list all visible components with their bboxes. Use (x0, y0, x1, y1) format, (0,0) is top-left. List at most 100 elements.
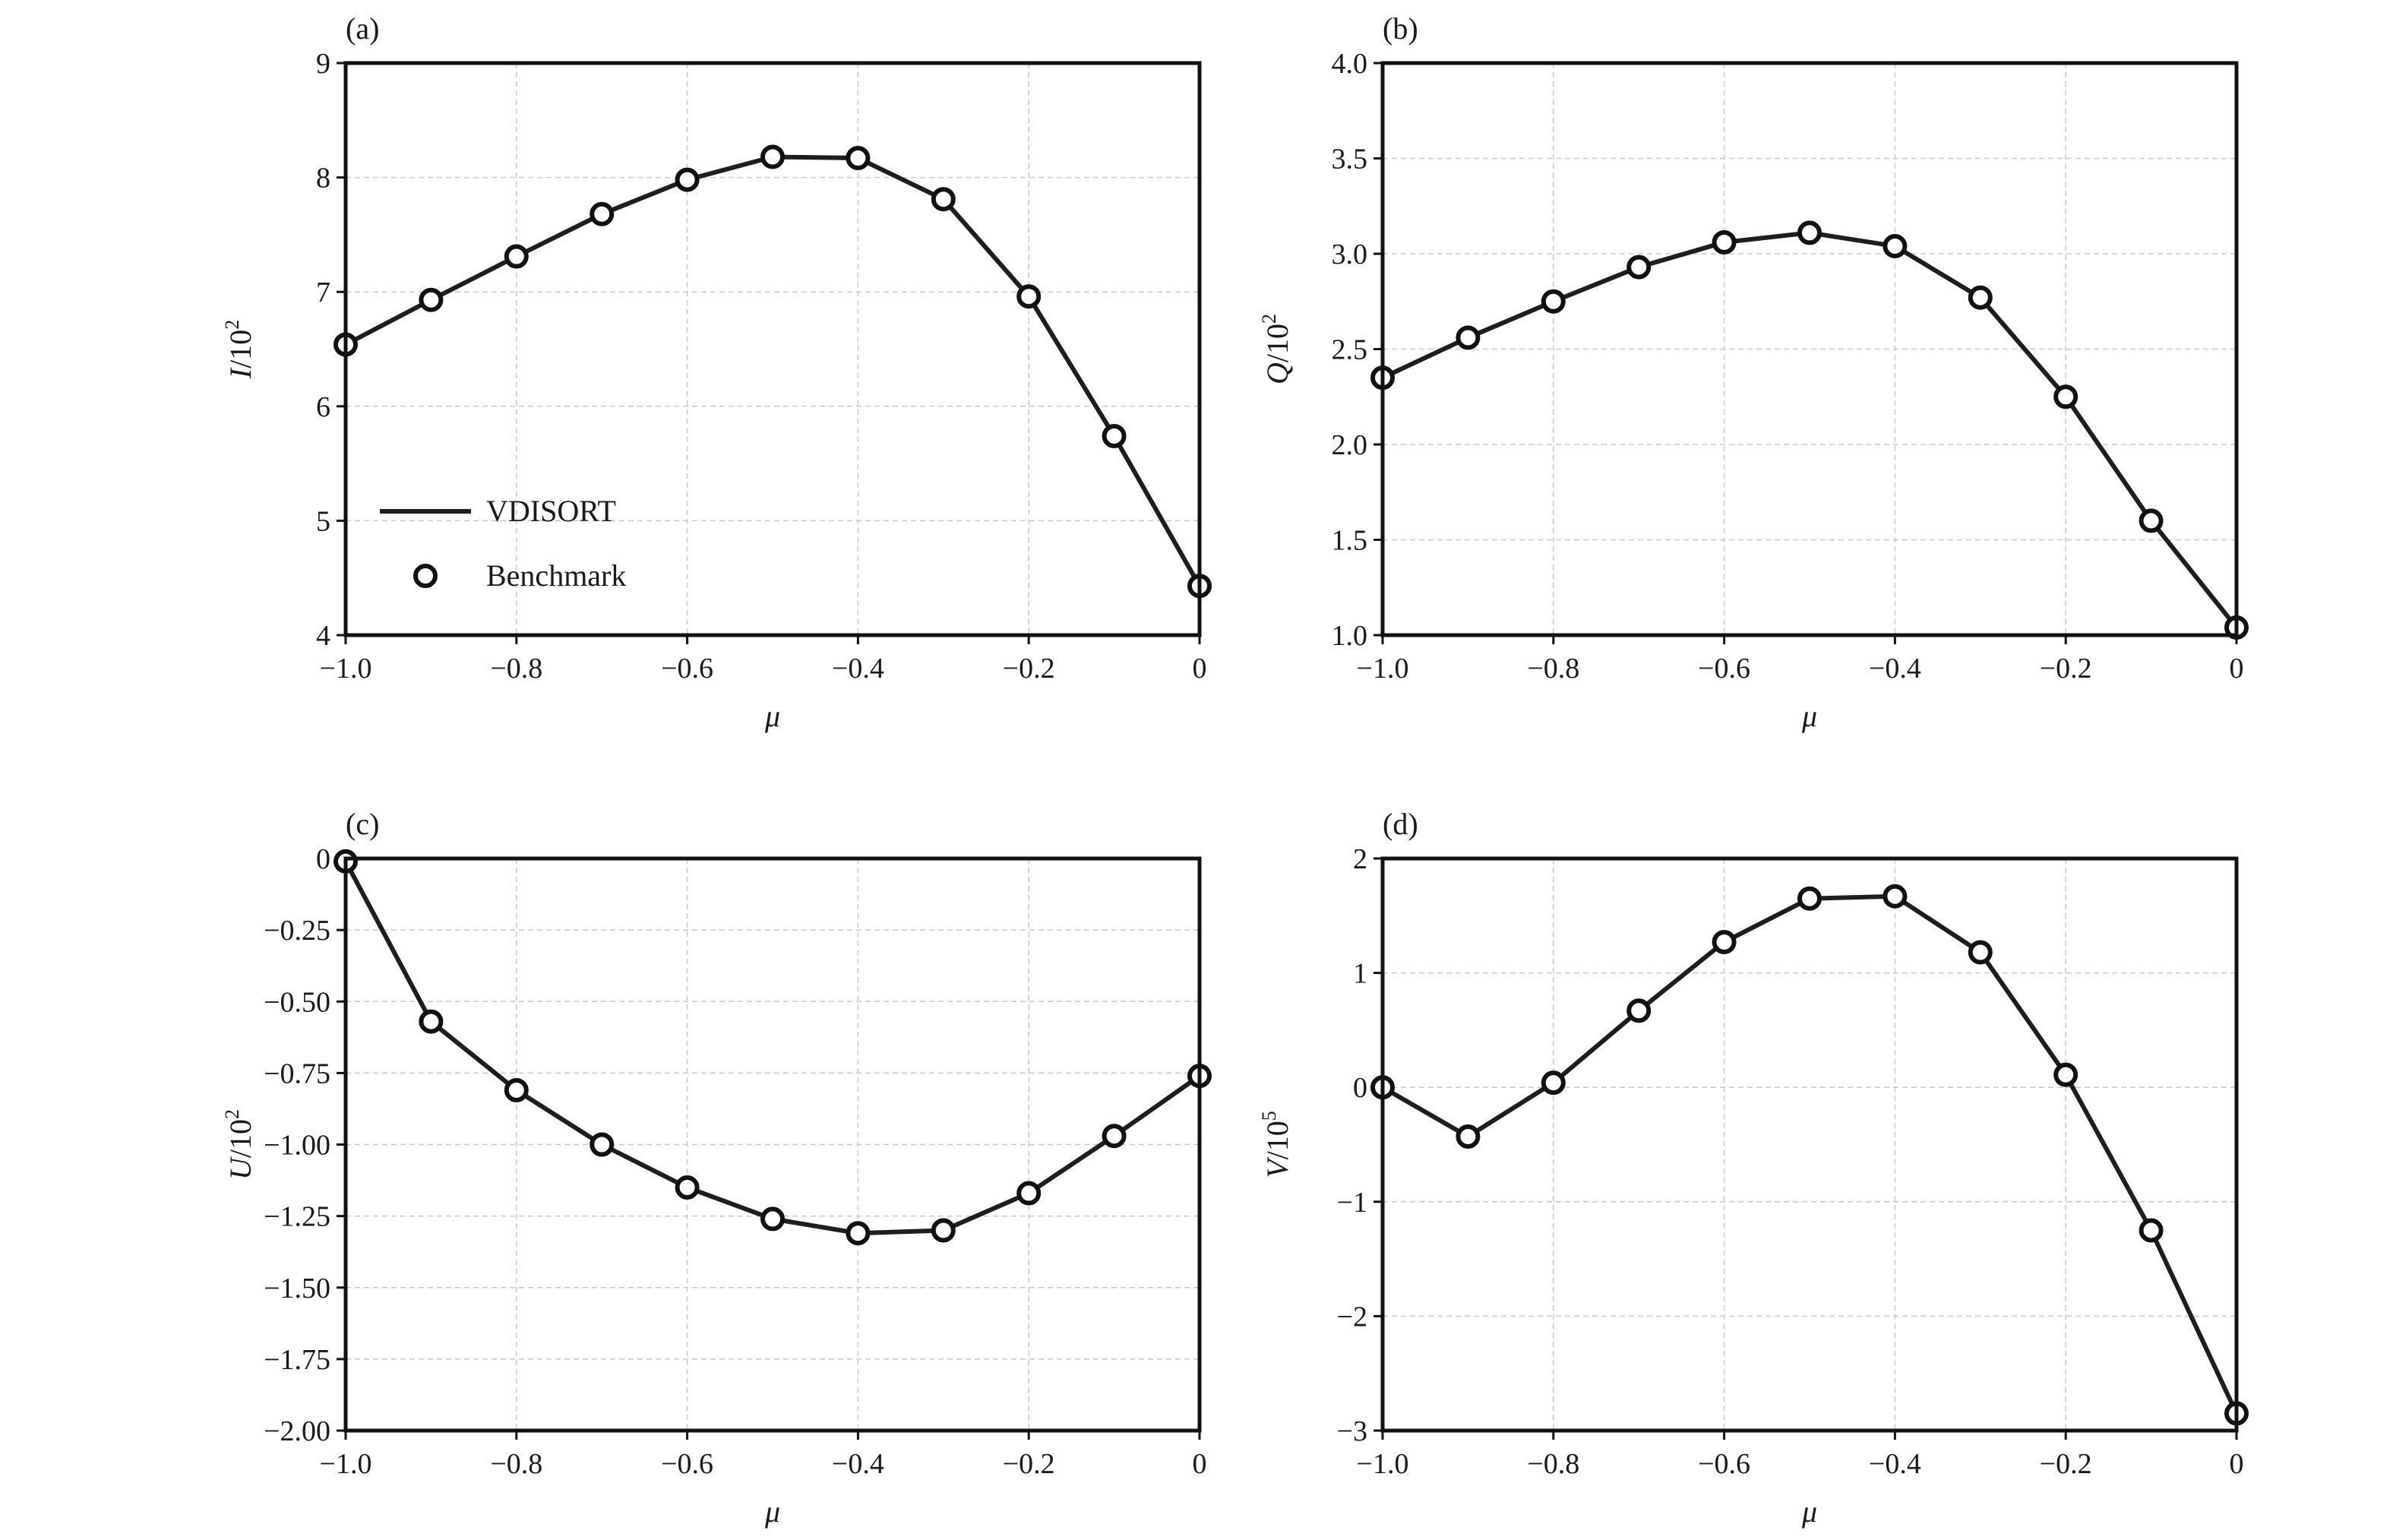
x-tick-label: 0 (2230, 1448, 2244, 1480)
plot-frame (1380, 61, 2239, 637)
y-tick-label: 3.5 (1332, 144, 1368, 176)
y-axis-label-exponent: 5 (1258, 1111, 1280, 1121)
x-tick-label: −0.2 (2040, 653, 2092, 685)
benchmark-point (1712, 929, 1737, 954)
plot-frame (1380, 856, 2239, 1433)
benchmark-point (1102, 423, 1127, 448)
legend-entry-label: VDISORT (486, 494, 616, 528)
y-axis-label-unit: /10 (223, 330, 258, 368)
chart-panel: −1.0 −0.8 −0.6 −0.4 −0.2 0 1.0 1.5 2.0 2.5 3.0 3.5 4… (1258, 11, 2249, 733)
x-tick-label: 0 (2230, 653, 2244, 685)
x-tick-label: 0 (1193, 653, 1207, 685)
x-tick-label: −0.4 (1869, 1448, 1921, 1480)
benchmark-point (1968, 940, 1993, 965)
benchmark-point (590, 1132, 615, 1157)
benchmark-point (1712, 229, 1737, 255)
y-tick-label: 5 (316, 505, 330, 537)
benchmark-point (1456, 1124, 1481, 1149)
benchmark-point (931, 187, 956, 212)
y-tick-label: 2 (1353, 843, 1367, 875)
chart-panel: −1.0 −0.8 −0.6 −0.4 −0.2 0 −2.00 −1.75 −1.50 −1.2… (221, 807, 1212, 1529)
series-line-vdisort (344, 154, 1202, 587)
benchmark-point (1016, 1181, 1042, 1206)
x-tick-label: −0.8 (1527, 1448, 1579, 1480)
benchmark-point (931, 1218, 956, 1243)
y-tick-label: −1.50 (264, 1273, 330, 1304)
benchmark-point (1456, 325, 1481, 350)
chart-panel: −1.0 −0.8 −0.6 −0.4 −0.2 0 4 5 6 7 8 9 (a) μ I/102 VDIS… (221, 11, 1212, 733)
benchmark-point (760, 1206, 785, 1232)
x-tick-label: −0.4 (832, 653, 884, 685)
benchmark-point (419, 287, 444, 312)
x-tick-label: −0.2 (1003, 1448, 1055, 1480)
x-tick-label: −1.0 (320, 1448, 372, 1480)
x-tick-label: −0.2 (2040, 1448, 2092, 1480)
benchmark-point (675, 167, 700, 192)
y-axis-label: U/102 (221, 1109, 258, 1180)
plot-frame (343, 856, 1202, 1433)
legend-marker-swatch (413, 564, 438, 588)
y-tick-label: −1.25 (264, 1201, 330, 1233)
x-tick-label: −0.8 (490, 1448, 542, 1480)
x-axis-label: μ (1801, 1494, 1817, 1529)
y-axis-label-exponent: 2 (1258, 314, 1280, 324)
benchmark-point (1016, 284, 1042, 309)
x-axis-label: μ (1801, 699, 1817, 733)
y-axis-label: Q/102 (1258, 314, 1294, 384)
y-axis-label-unit: /10 (1260, 324, 1294, 362)
benchmark-point (2139, 1218, 2164, 1243)
y-tick-label: 6 (316, 391, 330, 423)
y-axis-label: I/102 (221, 320, 258, 379)
benchmark-point (846, 145, 871, 170)
x-axis-label: μ (764, 699, 780, 733)
panel-label: (b) (1383, 11, 1418, 46)
benchmark-point (760, 144, 785, 169)
benchmark-point (1882, 884, 1908, 909)
panel-label: (a) (346, 11, 379, 46)
y-tick-label: 2.0 (1332, 429, 1368, 461)
legend: VDISORT Benchmark (380, 494, 626, 593)
y-tick-label: 2.5 (1332, 334, 1368, 366)
series-line-vdisort (1381, 230, 2239, 629)
x-tick-label: −0.8 (490, 653, 542, 685)
x-tick-label: −0.6 (661, 1448, 713, 1480)
benchmark-point (419, 1009, 444, 1034)
y-tick-label: −1.75 (264, 1344, 330, 1376)
x-tick-label: −0.6 (1698, 1448, 1750, 1480)
panel-label: (c) (346, 807, 379, 841)
y-tick-label: 3.0 (1332, 239, 1368, 270)
y-axis-label-variable: Q (1260, 362, 1294, 384)
y-tick-label: −1 (1337, 1187, 1367, 1219)
benchmark-point (846, 1221, 871, 1246)
x-axis-label: μ (764, 1494, 780, 1529)
benchmark-point (2139, 508, 2164, 533)
legend-entry-label: Benchmark (486, 558, 626, 593)
x-tick-label: −1.0 (320, 653, 372, 685)
x-tick-label: −1.0 (1357, 1448, 1409, 1480)
y-axis-label-variable: V (1260, 1156, 1294, 1178)
panel-label: (d) (1383, 807, 1418, 841)
benchmark-point (1882, 233, 1908, 258)
y-tick-label: 4 (316, 620, 330, 652)
benchmark-point (504, 244, 529, 269)
x-tick-label: −1.0 (1357, 653, 1409, 685)
y-tick-label: −2.00 (264, 1415, 330, 1447)
y-axis-label: V/105 (1258, 1111, 1294, 1178)
y-tick-label: −0.75 (264, 1058, 330, 1089)
plot-frame (343, 61, 1202, 637)
y-tick-label: 8 (316, 163, 330, 194)
y-axis-label-unit: /10 (223, 1119, 258, 1158)
benchmark-point (590, 201, 615, 226)
benchmark-point (1541, 1070, 1566, 1096)
y-tick-label: −0.25 (264, 915, 330, 947)
y-axis-label-exponent: 2 (221, 320, 243, 330)
y-tick-label: 0 (316, 843, 330, 875)
x-tick-label: −0.6 (661, 653, 713, 685)
benchmark-point (1797, 220, 1822, 245)
y-axis-label-unit: /10 (1260, 1121, 1294, 1159)
x-tick-label: −0.4 (1869, 653, 1921, 685)
y-axis-label-variable: I (223, 367, 258, 379)
y-tick-label: 0 (1353, 1072, 1367, 1104)
benchmark-point (1968, 285, 1993, 310)
